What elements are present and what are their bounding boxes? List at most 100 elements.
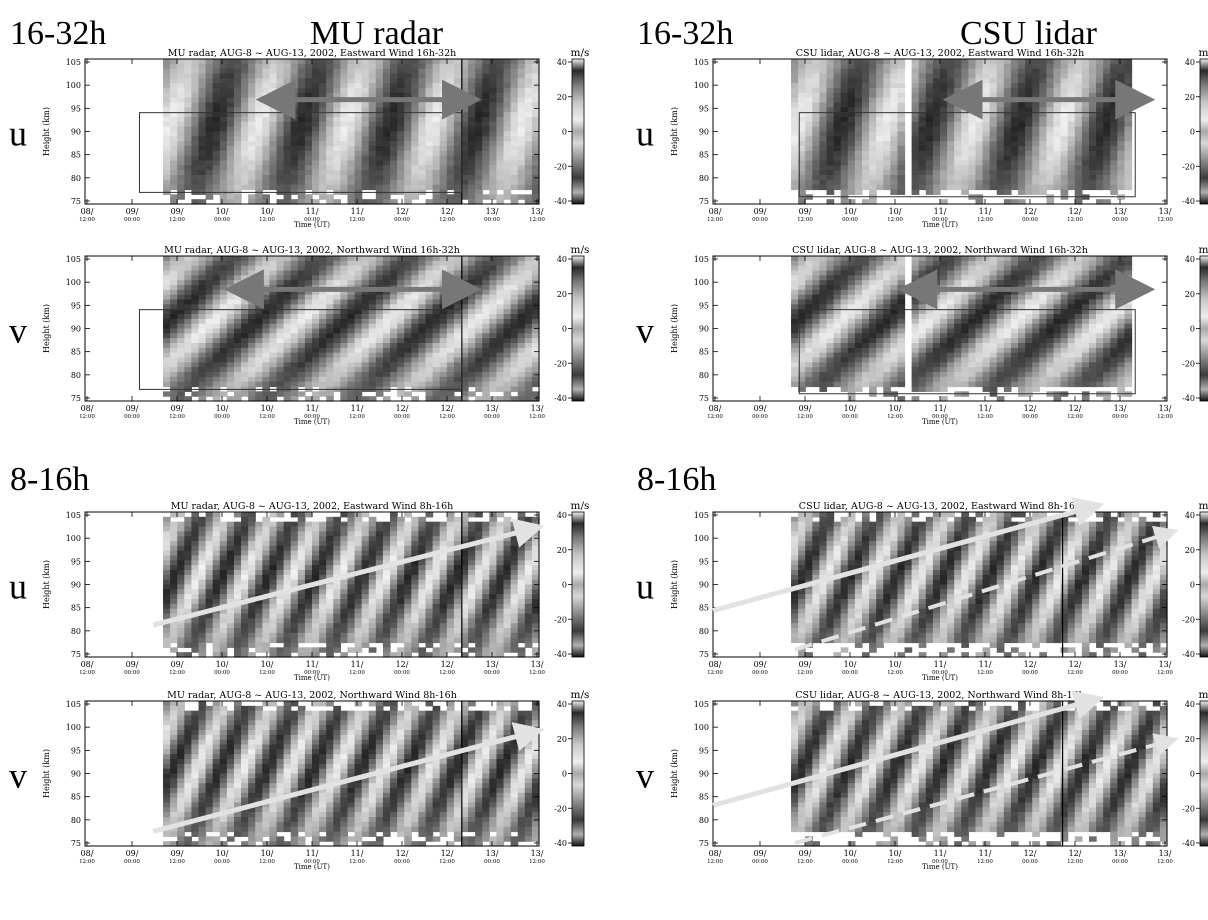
field-cell [812, 69, 820, 74]
field-cell [798, 275, 806, 280]
field-cell [206, 338, 214, 343]
field-cell [227, 185, 235, 190]
field-cell [191, 74, 199, 79]
field-cell [213, 141, 221, 146]
field-cell [355, 69, 363, 74]
field-cell [206, 175, 214, 180]
field-cell [489, 165, 497, 170]
field-cell [912, 83, 920, 88]
field-cell [312, 343, 320, 348]
field-cell [284, 358, 292, 363]
field-cell [975, 141, 983, 146]
field-cell [511, 175, 519, 180]
field-cell [848, 107, 856, 112]
field-cell [404, 324, 412, 329]
field-cell [468, 261, 476, 266]
field-cell [433, 161, 441, 166]
field-cell [177, 295, 185, 300]
field-cell [518, 64, 526, 69]
field-cell [876, 170, 884, 175]
field-cell [933, 185, 941, 190]
field-cell [397, 377, 405, 382]
field-cell [340, 165, 348, 170]
field-cell [298, 175, 306, 180]
field-cell [433, 74, 441, 79]
field-cell [284, 141, 292, 146]
field-cell [855, 93, 863, 98]
field-cell [525, 180, 533, 185]
field-cell [518, 156, 526, 161]
field-cell [812, 175, 820, 180]
field-cell [411, 88, 419, 93]
field-cell [248, 103, 256, 108]
field-cell [883, 127, 891, 132]
field-cell [191, 372, 199, 377]
field-cell [511, 382, 519, 387]
field-cell [855, 338, 863, 343]
colorbar-unit: m/s [571, 47, 590, 59]
field-cell [855, 377, 863, 382]
field-cell [1103, 122, 1111, 127]
field-cell [862, 170, 870, 175]
field-cell [1039, 180, 1047, 185]
field-cell [961, 175, 969, 180]
field-cell [1075, 88, 1083, 93]
field-cell [248, 362, 256, 367]
field-cell [163, 324, 171, 329]
field-cell [855, 358, 863, 363]
field-cell [841, 362, 849, 367]
field-cell [184, 59, 192, 64]
field-cell [475, 151, 483, 156]
field-cell [990, 64, 998, 69]
field-cell [983, 117, 991, 122]
field-cell [468, 132, 476, 137]
field-cell [1103, 136, 1111, 141]
field-cell [284, 175, 292, 180]
field-cell [819, 136, 827, 141]
field-cell [834, 117, 842, 122]
field-cell [255, 78, 263, 83]
field-cell [1032, 69, 1040, 74]
field-cell [369, 122, 377, 127]
field-cell [206, 93, 214, 98]
field-cell [440, 280, 448, 285]
field-cell [248, 93, 256, 98]
field-cell [418, 329, 426, 334]
field-cell [426, 314, 434, 319]
field-cell [298, 146, 306, 151]
field-cell [876, 127, 884, 132]
field-cell [326, 161, 334, 166]
field-cell [234, 59, 242, 64]
field-cell [1004, 69, 1012, 74]
field-cell [1032, 74, 1040, 79]
field-cell [883, 69, 891, 74]
field-cell [489, 88, 497, 93]
field-cell [468, 88, 476, 93]
field-cell [269, 348, 277, 353]
field-cell [355, 132, 363, 137]
field-cell [926, 59, 934, 64]
field-cell [418, 180, 426, 185]
field-cell [1004, 136, 1012, 141]
field-cell [869, 69, 877, 74]
field-cell [340, 64, 348, 69]
field-cell [791, 122, 799, 127]
field-cell [376, 136, 384, 141]
field-cell [876, 88, 884, 93]
field-cell [433, 69, 441, 74]
field-cell [489, 156, 497, 161]
field-cell [805, 170, 813, 175]
field-cell [411, 83, 419, 88]
field-cell [1032, 107, 1040, 112]
field-cell [862, 275, 870, 280]
field-cell [312, 132, 320, 137]
field-cell [990, 59, 998, 64]
field-cell [213, 107, 221, 112]
field-cell [827, 74, 835, 79]
field-cell [206, 290, 214, 295]
field-cell [1110, 165, 1118, 170]
field-cell [468, 348, 476, 353]
field-cell [248, 353, 256, 358]
field-cell [347, 319, 355, 324]
field-cell [418, 324, 426, 329]
